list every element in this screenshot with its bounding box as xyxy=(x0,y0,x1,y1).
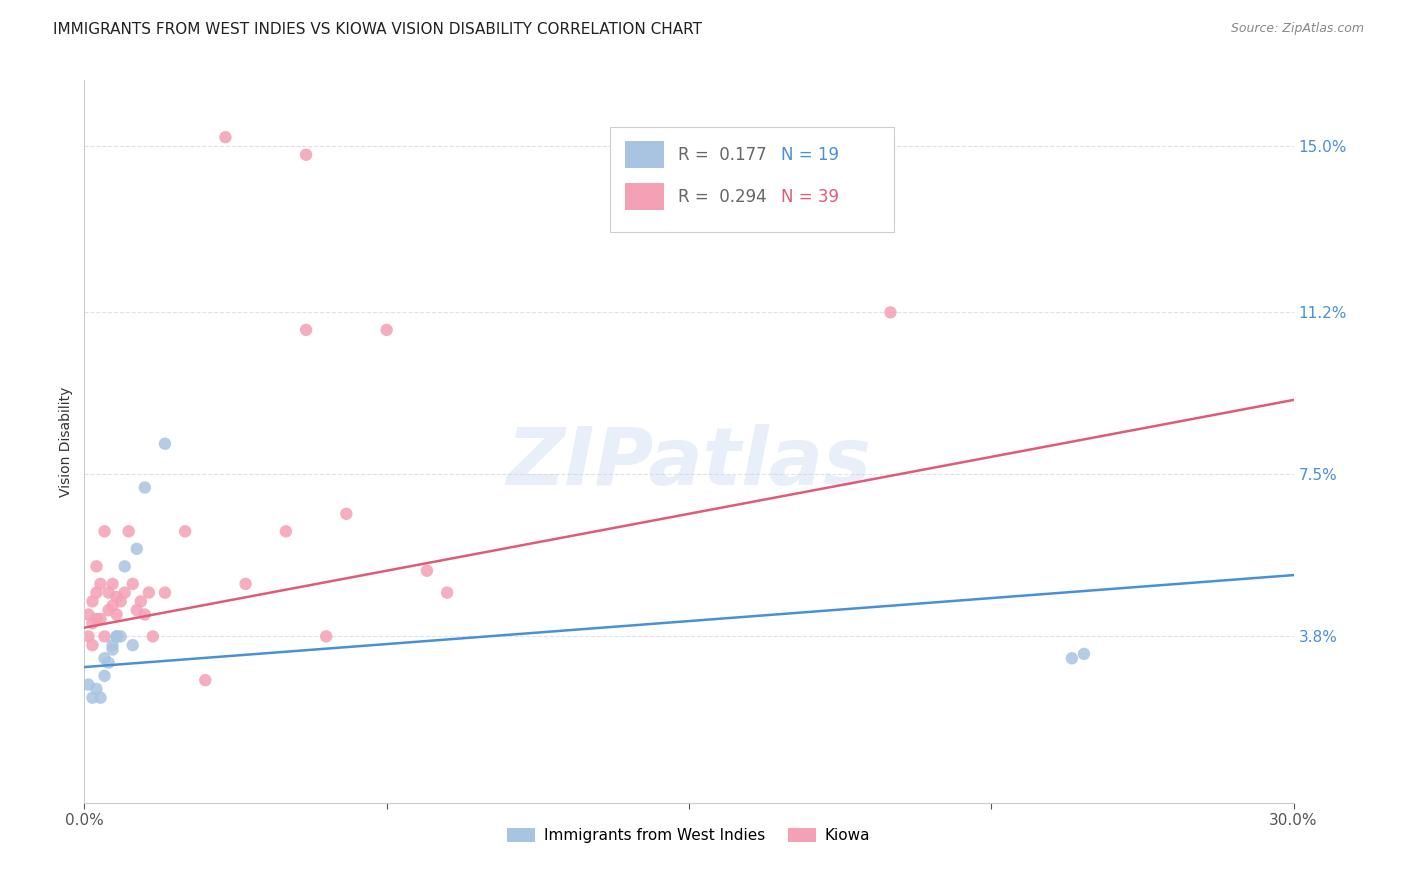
Text: ZIPatlas: ZIPatlas xyxy=(506,425,872,502)
Point xyxy=(1060,651,1083,665)
Point xyxy=(86,681,108,696)
Point xyxy=(105,629,128,643)
Point xyxy=(105,629,128,643)
Point xyxy=(274,524,297,539)
Point xyxy=(235,577,257,591)
Point xyxy=(110,629,132,643)
Point xyxy=(93,669,115,683)
Point xyxy=(375,323,398,337)
Point xyxy=(121,638,143,652)
Point xyxy=(436,585,458,599)
Point xyxy=(153,585,176,599)
Point xyxy=(97,603,120,617)
Point xyxy=(86,585,108,599)
Point xyxy=(101,599,124,613)
Point xyxy=(142,629,165,643)
Point xyxy=(134,481,156,495)
Point xyxy=(89,690,111,705)
Point xyxy=(97,585,120,599)
Point xyxy=(82,690,104,705)
Point xyxy=(82,616,104,631)
Point xyxy=(86,559,108,574)
Point xyxy=(315,629,337,643)
Bar xyxy=(624,183,664,211)
Point xyxy=(89,612,111,626)
Point xyxy=(125,603,148,617)
Point xyxy=(129,594,152,608)
Legend: Immigrants from West Indies, Kiowa: Immigrants from West Indies, Kiowa xyxy=(502,822,876,849)
Point xyxy=(1073,647,1095,661)
Point xyxy=(153,436,176,450)
Y-axis label: Vision Disability: Vision Disability xyxy=(59,386,73,497)
Point xyxy=(295,147,318,161)
Point xyxy=(93,651,115,665)
Point xyxy=(114,559,136,574)
Point xyxy=(114,585,136,599)
Point xyxy=(214,130,236,145)
Point xyxy=(105,590,128,604)
Point xyxy=(101,638,124,652)
Point xyxy=(82,594,104,608)
FancyBboxPatch shape xyxy=(610,128,894,232)
Point xyxy=(416,564,439,578)
Point xyxy=(86,612,108,626)
Point xyxy=(101,642,124,657)
Point xyxy=(335,507,357,521)
Text: N = 19: N = 19 xyxy=(780,145,839,164)
Text: Source: ZipAtlas.com: Source: ZipAtlas.com xyxy=(1230,22,1364,36)
Point xyxy=(77,677,100,691)
Point xyxy=(125,541,148,556)
Point xyxy=(93,524,115,539)
Point xyxy=(93,629,115,643)
Point xyxy=(110,594,132,608)
Text: R =  0.294: R = 0.294 xyxy=(678,187,766,205)
Point xyxy=(118,524,141,539)
Point xyxy=(134,607,156,622)
Point xyxy=(138,585,160,599)
Point xyxy=(174,524,197,539)
Bar xyxy=(624,141,664,169)
Point xyxy=(82,638,104,652)
Point xyxy=(295,323,318,337)
Point xyxy=(879,305,901,319)
Point xyxy=(194,673,217,688)
Point xyxy=(89,577,111,591)
Point xyxy=(77,629,100,643)
Text: IMMIGRANTS FROM WEST INDIES VS KIOWA VISION DISABILITY CORRELATION CHART: IMMIGRANTS FROM WEST INDIES VS KIOWA VIS… xyxy=(53,22,703,37)
Point xyxy=(121,577,143,591)
Point xyxy=(77,607,100,622)
Point xyxy=(105,607,128,622)
Text: R =  0.177: R = 0.177 xyxy=(678,145,766,164)
Point xyxy=(101,577,124,591)
Point xyxy=(97,656,120,670)
Text: N = 39: N = 39 xyxy=(780,187,839,205)
